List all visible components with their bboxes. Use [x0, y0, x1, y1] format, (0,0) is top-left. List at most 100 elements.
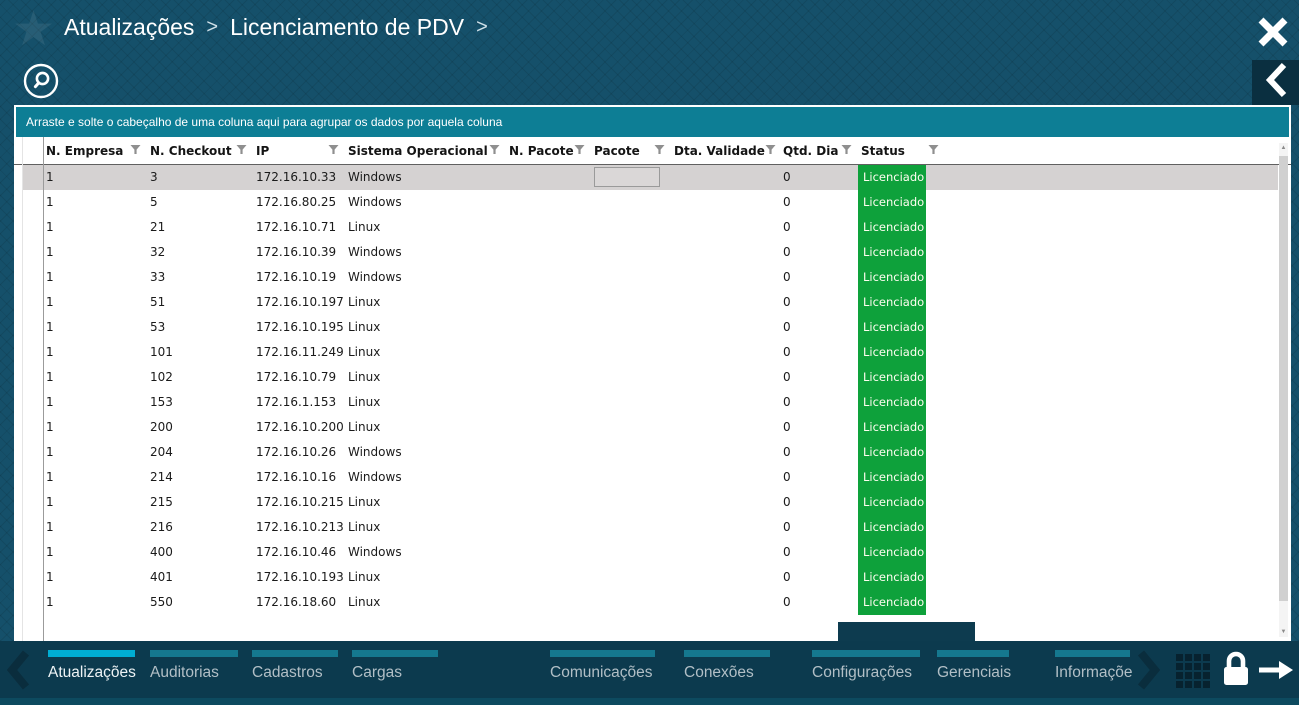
cell-n-pacote [506, 465, 591, 490]
table-row[interactable]: 1 101 172.16.11.249 Linux 0 Licenciado [14, 340, 1291, 365]
cell-qtd-dia: 0 [783, 220, 791, 234]
nav-tab-auditorias[interactable]: Auditorias [150, 650, 238, 682]
nav-tab-atualizacoes[interactable]: Atualizações [48, 650, 136, 682]
table-row[interactable]: 1 200 172.16.10.200 Linux 0 Licenciado [14, 415, 1291, 440]
table-row[interactable]: 1 215 172.16.10.215 Linux 0 Licenciado [14, 490, 1291, 515]
table-row[interactable]: 1 102 172.16.10.79 Linux 0 Licenciado [14, 365, 1291, 390]
cell-qtd-dia: 0 [783, 295, 791, 309]
cell-ip: 172.16.10.200 [256, 420, 344, 434]
column-header-qtd[interactable]: Qtd. Dia [780, 144, 858, 158]
row-filler [945, 165, 1278, 190]
search-button[interactable] [23, 63, 59, 99]
column-header-pacote[interactable]: Pacote [591, 144, 671, 158]
breadcrumb-item-atualizacoes[interactable]: Atualizações [64, 14, 195, 40]
table-row[interactable]: 1 401 172.16.10.193 Linux 0 Licenciado [14, 565, 1291, 590]
tab-label: Atualizações [48, 664, 136, 681]
cell-status: Licenciado [858, 340, 945, 365]
nav-tab-gerenciais[interactable]: Gerenciais [937, 650, 1012, 682]
cell-n-pacote [506, 565, 591, 590]
cell-n-checkout: 3 [147, 165, 253, 190]
cell-pacote [591, 415, 671, 440]
forward-button[interactable] [1257, 656, 1295, 689]
scroll-up-icon[interactable]: ▲ [1280, 145, 1287, 151]
table-row[interactable]: 1 550 172.16.18.60 Linux 0 Licenciado [14, 590, 1291, 615]
nav-tab-configuracoes[interactable]: Configurações [812, 650, 920, 682]
close-button[interactable] [1256, 15, 1290, 49]
nav-tab-conexoes[interactable]: Conexões [684, 650, 770, 682]
filter-funnel-icon[interactable] [489, 144, 500, 158]
table-row[interactable]: 1 5 172.16.80.25 Windows 0 Licenciado [14, 190, 1291, 215]
cell-n-pacote [506, 165, 591, 190]
nav-scroll-left-button[interactable] [5, 648, 31, 697]
pacote-edit-box[interactable] [594, 167, 660, 187]
scroll-down-icon[interactable]: ▼ [1280, 629, 1287, 635]
breadcrumb-item-licenciamento[interactable]: Licenciamento de PDV [230, 14, 465, 40]
table-row[interactable]: 1 53 172.16.10.195 Linux 0 Licenciado [14, 315, 1291, 340]
cell-n-pacote [506, 190, 591, 215]
lock-button[interactable] [1219, 651, 1253, 694]
cell-status: Licenciado [858, 265, 945, 290]
table-row[interactable]: 1 214 172.16.10.16 Windows 0 Licenciado [14, 465, 1291, 490]
row-indicator-header [22, 137, 43, 164]
grid-body: 1 3 172.16.10.33 Windows 0 Licenciado 1 … [14, 165, 1291, 615]
column-header-label: IP [256, 143, 270, 158]
arrow-right-icon [1257, 661, 1295, 688]
breadcrumb-separator: > [476, 16, 488, 38]
table-row[interactable]: 1 153 172.16.1.153 Linux 0 Licenciado [14, 390, 1291, 415]
nav-tab-comunicacoes[interactable]: Comunicações [550, 650, 655, 682]
table-row[interactable]: 1 216 172.16.10.213 Linux 0 Licenciado [14, 515, 1291, 540]
filter-funnel-icon[interactable] [236, 144, 247, 158]
table-row[interactable]: 1 33 172.16.10.19 Windows 0 Licenciado [14, 265, 1291, 290]
tab-label: Gerenciais [937, 664, 1012, 681]
cell-status: Licenciado [858, 490, 945, 515]
filter-funnel-icon[interactable] [130, 144, 141, 158]
table-row[interactable]: 1 3 172.16.10.33 Windows 0 Licenciado [14, 165, 1291, 190]
table-row[interactable]: 1 32 172.16.10.39 Windows 0 Licenciado [14, 240, 1291, 265]
column-header-empresa[interactable]: N. Empresa [43, 144, 147, 158]
collapse-panel-button[interactable] [1252, 60, 1299, 105]
nav-scroll-right-button[interactable] [1136, 648, 1162, 697]
nav-tab-informacoes[interactable]: Informações [1055, 650, 1133, 682]
filter-funnel-icon[interactable] [654, 144, 665, 158]
filter-funnel-icon[interactable] [574, 144, 585, 158]
tab-indicator-bar [684, 650, 770, 657]
nav-tab-cadastros[interactable]: Cadastros [252, 650, 338, 682]
column-header-n_pacote[interactable]: N. Pacote [506, 144, 591, 158]
filter-funnel-icon[interactable] [841, 144, 852, 158]
scrollbar-thumb[interactable] [1279, 156, 1288, 601]
indicator-column-separator [43, 137, 44, 641]
cell-dta-validade [671, 515, 780, 540]
column-header-so[interactable]: Sistema Operacional [345, 144, 506, 158]
cell-ip: 172.16.1.153 [256, 395, 337, 409]
status-badge: Licenciado [858, 540, 926, 565]
column-header-ip[interactable]: IP [253, 144, 345, 158]
vertical-scrollbar[interactable]: ▲ ▼ [1279, 143, 1288, 637]
group-by-drop-zone[interactable]: Arraste e solte o cabeçalho de uma colun… [16, 107, 1289, 137]
cell-pacote [591, 315, 671, 340]
nav-tab-cargas[interactable]: Cargas [352, 650, 438, 682]
cell-n-checkout: 550 [150, 595, 173, 609]
status-badge: Licenciado [858, 190, 926, 215]
status-badge: Licenciado [858, 390, 926, 415]
table-row[interactable]: 1 51 172.16.10.197 Linux 0 Licenciado [14, 290, 1291, 315]
partial-row-remnant [838, 622, 975, 641]
column-header-checkout[interactable]: N. Checkout [147, 144, 253, 158]
tab-label: Informações [1055, 664, 1133, 681]
row-filler [945, 415, 1278, 440]
filter-funnel-icon[interactable] [328, 144, 339, 158]
table-row[interactable]: 1 400 172.16.10.46 Windows 0 Licenciado [14, 540, 1291, 565]
table-row[interactable]: 1 21 172.16.10.71 Linux 0 Licenciado [14, 215, 1291, 240]
row-indicator-cell [22, 440, 43, 465]
cell-n-pacote [506, 315, 591, 340]
column-header-status[interactable]: Status [858, 144, 945, 158]
filter-funnel-icon[interactable] [765, 144, 776, 158]
bottom-strip [0, 698, 1299, 705]
filter-funnel-icon[interactable] [928, 144, 939, 158]
cell-pacote [591, 365, 671, 390]
table-row[interactable]: 1 204 172.16.10.26 Windows 0 Licenciado [14, 440, 1291, 465]
tab-label: Comunicações [550, 664, 653, 681]
menu-grid-icon[interactable] [1176, 654, 1210, 688]
cell-status: Licenciado [858, 165, 945, 190]
cell-status: Licenciado [858, 565, 945, 590]
column-header-validade[interactable]: Dta. Validade [671, 144, 780, 158]
